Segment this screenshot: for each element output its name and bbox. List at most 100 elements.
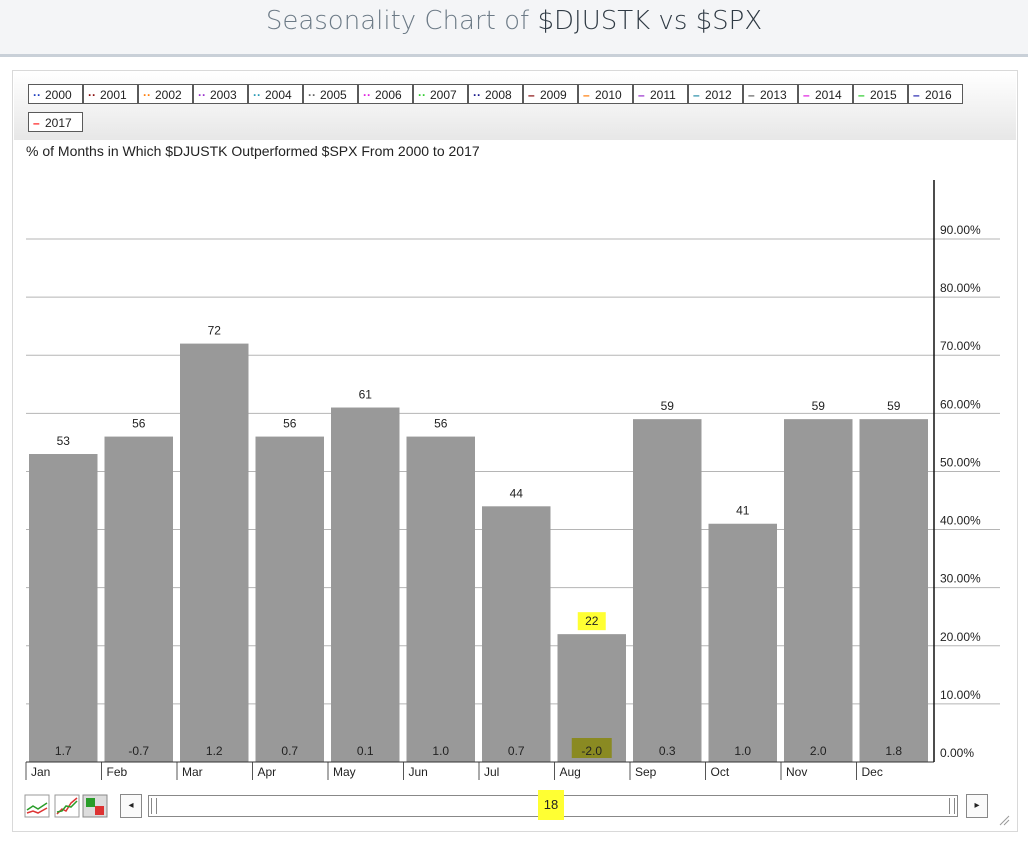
x-tick-label: Feb [107, 765, 128, 779]
y-tick-label: 60.00% [940, 397, 981, 411]
bar[interactable] [29, 454, 98, 762]
y-tick-label: 10.00% [940, 688, 981, 702]
legend-swatch: – [638, 88, 645, 102]
scroll-left-button[interactable]: ◂ [120, 794, 142, 818]
bar[interactable] [406, 436, 476, 762]
legend-label: 2015 [870, 88, 897, 102]
legend-area: ·· 2000 ·· 2001 ·· 2002 ·· 2003 ·· 2004 ·· 2005 ·· 20… [14, 72, 1016, 140]
y-tick-label: 40.00% [940, 514, 981, 528]
bar[interactable] [482, 506, 551, 762]
legend-item-2013[interactable]: –2013 [743, 84, 798, 104]
bar[interactable] [331, 407, 400, 762]
legend-label: 2016 [925, 88, 952, 102]
x-tick-label: Jun [409, 765, 428, 779]
legend-item-2005[interactable]: ·· 2005 [303, 84, 358, 104]
legend-swatch: – [858, 88, 865, 102]
bar-avg-return-label: 1.0 [432, 744, 449, 758]
legend-label: 2014 [815, 88, 842, 102]
legend-label: 2006 [375, 88, 402, 102]
y-tick-label: 90.00% [940, 223, 981, 237]
legend-label: 2007 [430, 88, 457, 102]
legend-swatch: ·· [418, 88, 426, 102]
bar-value-label: 41 [736, 504, 750, 518]
legend-item-2006[interactable]: ·· 2006 [358, 84, 413, 104]
x-tick-label: Aug [560, 765, 581, 779]
legend-item-2009[interactable]: –2009 [523, 84, 578, 104]
legend-label: 2001 [100, 88, 127, 102]
x-tick-label: Sep [635, 765, 657, 779]
bar[interactable] [104, 436, 174, 762]
legend-item-2004[interactable]: ·· 2004 [248, 84, 303, 104]
x-tick-label: Apr [258, 765, 277, 779]
legend-swatch: – [528, 88, 535, 102]
bar[interactable] [784, 419, 853, 762]
bar[interactable] [633, 419, 702, 762]
bar-avg-return-label: 1.8 [885, 744, 902, 758]
legend-label: 2002 [155, 88, 182, 102]
legend-item-2015[interactable]: –2015 [853, 84, 908, 104]
x-tick-label: Jan [31, 765, 50, 779]
legend-label: 2008 [485, 88, 512, 102]
legend-item-2000[interactable]: ·· 2000 [28, 84, 83, 104]
bar-value-label: 61 [359, 388, 373, 402]
legend-swatch: ·· [143, 88, 151, 102]
x-tick-label: Dec [862, 765, 883, 779]
navigator-left-handle[interactable] [151, 798, 157, 814]
title-symbols: $DJUSTK vs $SPX [537, 6, 763, 36]
legend-label: 2009 [540, 88, 567, 102]
year-count-label: 18 [538, 790, 564, 820]
bar-value-label: 56 [434, 417, 448, 431]
legend-item-2012[interactable]: –2012 [688, 84, 743, 104]
bar[interactable] [708, 523, 778, 762]
x-tick-label: Jul [484, 765, 499, 779]
bar-value-label: 22 [585, 614, 599, 628]
legend-item-2017[interactable]: –2017 [28, 112, 83, 132]
legend-item-2014[interactable]: –2014 [798, 84, 853, 104]
legend-item-2008[interactable]: ·· 2008 [468, 84, 523, 104]
legend-item-2011[interactable]: –2011 [633, 84, 688, 104]
scroll-right-button[interactable]: ▸ [966, 794, 988, 818]
legend-swatch: ·· [363, 88, 371, 102]
legend-swatch: ·· [88, 88, 96, 102]
bar-value-label: 53 [57, 434, 71, 448]
performance-chart-icon[interactable] [54, 794, 80, 818]
bar[interactable] [255, 436, 325, 762]
bar-avg-return-label: 0.7 [508, 744, 525, 758]
legend-label: 2010 [595, 88, 622, 102]
x-tick-label: Mar [182, 765, 203, 779]
legend-swatch: – [693, 88, 700, 102]
legend-item-2010[interactable]: –2010 [578, 84, 633, 104]
legend-item-2003[interactable]: ·· 2003 [193, 84, 248, 104]
bar-value-label: 59 [661, 399, 675, 413]
legend-swatch: ·· [253, 88, 261, 102]
legend-swatch: ·· [308, 88, 316, 102]
line-chart-icon[interactable] [24, 794, 50, 818]
legend-item-2007[interactable]: ·· 2007 [413, 84, 468, 104]
legend-swatch: ·· [198, 88, 206, 102]
bar-value-label: 72 [208, 324, 222, 338]
bar-value-label: 59 [887, 399, 901, 413]
bar[interactable] [180, 343, 249, 762]
y-tick-label: 70.00% [940, 339, 981, 353]
bar-avg-return-label: 0.1 [357, 744, 374, 758]
bar-value-label: 56 [132, 417, 146, 431]
bar-avg-return-label: 0.7 [281, 744, 298, 758]
navigator-right-handle[interactable] [949, 798, 955, 814]
chart-subtitle: % of Months in Which $DJUSTK Outperforme… [26, 143, 480, 159]
bar-chart-icon[interactable] [82, 794, 108, 818]
legend-swatch: – [33, 116, 40, 130]
page-header: Seasonality Chart of $DJUSTK vs $SPX [0, 0, 1028, 57]
bar-avg-return-label: 1.7 [55, 744, 72, 758]
bar[interactable] [859, 419, 929, 762]
bar-value-label: 44 [510, 486, 524, 500]
return-highlight [571, 738, 612, 758]
value-highlight [577, 612, 606, 631]
legend-item-2001[interactable]: ·· 2001 [83, 84, 138, 104]
legend-item-2016[interactable]: –2016 [908, 84, 963, 104]
legend-item-2002[interactable]: ·· 2002 [138, 84, 193, 104]
bar-avg-return-label: 0.3 [659, 744, 676, 758]
chart-tools [24, 794, 110, 820]
resize-grip-icon[interactable] [998, 814, 1010, 826]
x-tick-label: Oct [711, 765, 730, 779]
